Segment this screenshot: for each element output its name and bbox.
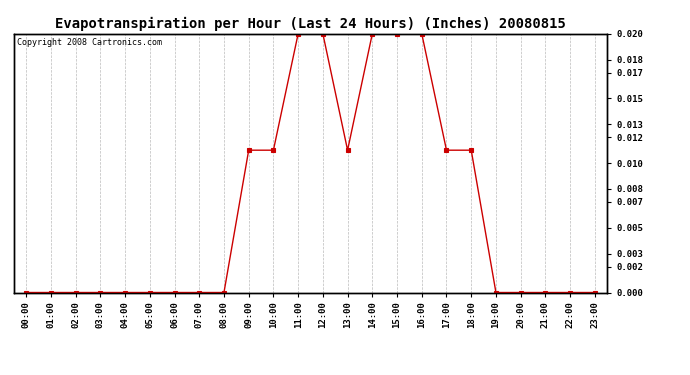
Text: Copyright 2008 Cartronics.com: Copyright 2008 Cartronics.com [17,38,161,46]
Title: Evapotranspiration per Hour (Last 24 Hours) (Inches) 20080815: Evapotranspiration per Hour (Last 24 Hou… [55,17,566,31]
